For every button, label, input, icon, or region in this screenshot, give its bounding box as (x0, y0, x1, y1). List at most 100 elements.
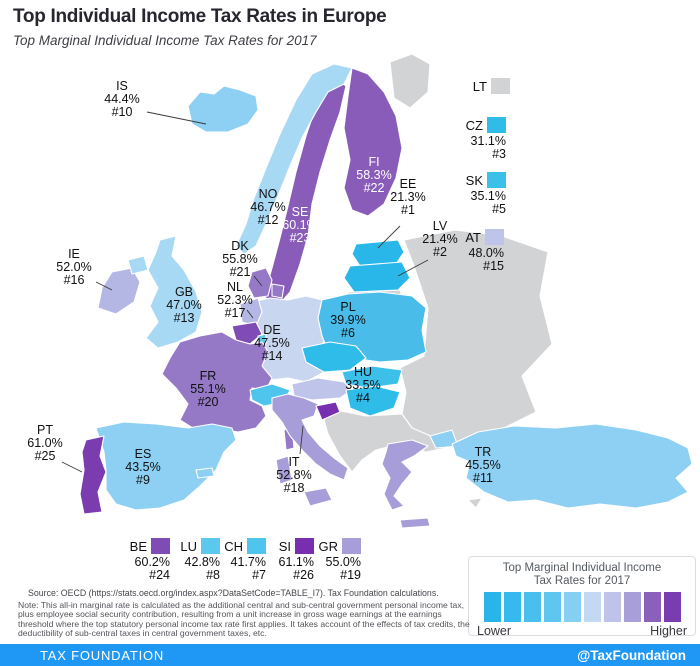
callout-value: 35.1% (470, 189, 506, 203)
map-label-PT: PT 61.0% #25 (27, 423, 63, 463)
legend-box: Top Marginal Individual Income Tax Rates… (468, 556, 696, 638)
callout-BE: BE 60.2% #24 (112, 538, 170, 582)
callout-code: LU (180, 538, 197, 554)
callout-SI: SI 61.1% #26 (256, 538, 314, 582)
callout-value: 41.7% (230, 555, 266, 569)
country-GB-ni[interactable] (127, 255, 149, 275)
country-CZ[interactable] (301, 341, 367, 373)
callout-code: SK (465, 172, 483, 188)
legend-swatch (643, 592, 661, 622)
region-nodata-north-russia (389, 53, 431, 109)
callout-rank: #24 (149, 568, 170, 582)
callout-CZ: CZ 31.1% #3 (448, 117, 506, 161)
map-label-NL: NL 52.3% #17 (217, 280, 253, 320)
country-TR[interactable] (451, 423, 693, 509)
country-GR-crete[interactable] (399, 517, 431, 529)
color-swatch (295, 538, 314, 554)
country-GR[interactable] (381, 439, 429, 511)
country-IT-sicily[interactable] (303, 487, 333, 507)
country-FR[interactable] (161, 331, 273, 433)
map-label-GB: GB 47.0% #13 (166, 285, 202, 325)
callout-value: 42.8% (184, 555, 220, 569)
callout-value: 55.0% (325, 555, 361, 569)
leader-line-DK (253, 275, 263, 287)
legend-swatch (503, 592, 521, 622)
country-FI[interactable] (343, 67, 403, 217)
color-swatch (342, 538, 361, 554)
legend-swatch (483, 592, 501, 622)
legend-higher-label: Higher (650, 624, 687, 638)
callout-LT: LT (452, 78, 510, 96)
callout-rank: #7 (252, 568, 266, 582)
callout-rank: #26 (293, 568, 314, 582)
country-BE[interactable] (231, 321, 263, 345)
callout-rank: #8 (206, 568, 220, 582)
country-NO[interactable] (235, 63, 353, 255)
callout-value: 60.2% (134, 555, 170, 569)
legend-swatch (623, 592, 641, 622)
color-swatch (201, 538, 220, 554)
callout-rank: #15 (483, 259, 504, 273)
legend-swatch (543, 592, 561, 622)
country-ES[interactable] (95, 421, 237, 511)
country-NL[interactable] (239, 297, 263, 327)
footer-bar: TAX FOUNDATION @TaxFoundation (0, 644, 700, 666)
country-SI[interactable] (315, 401, 341, 421)
country-IT[interactable] (271, 393, 349, 481)
legend-title-line2: Tax Rates for 2017 (533, 575, 631, 587)
callout-SK: SK 35.1% #5 (448, 172, 506, 216)
callout-code: CZ (465, 117, 483, 133)
country-DK-island[interactable] (271, 283, 285, 299)
map-label-FI: FI 58.3% #22 (356, 155, 392, 195)
callout-rank: #19 (340, 568, 361, 582)
note-text: Note: This all-in marginal rate is calcu… (18, 600, 470, 639)
legend-swatch (523, 592, 541, 622)
callout-code: SI (278, 538, 291, 554)
map-label-DK: DK 55.8% #21 (222, 239, 258, 279)
legend-swatch (603, 592, 621, 622)
footer-twitter-handle: @TaxFoundation (577, 647, 686, 663)
country-LU[interactable] (257, 333, 267, 345)
callout-code: LT (472, 78, 487, 94)
country-HU[interactable] (345, 385, 401, 417)
map-label-HU: HU 33.5% #4 (345, 365, 381, 405)
country-GB[interactable] (145, 235, 203, 349)
color-swatch (485, 229, 504, 245)
leader-line-PT (61, 461, 83, 473)
map-label-TR: TR 45.5% #11 (465, 445, 501, 485)
page-title: Top Individual Income Tax Rates in Europ… (13, 6, 387, 27)
map-label-IT: IT 52.8% #18 (276, 455, 312, 495)
country-ES-balearics[interactable] (195, 467, 215, 479)
callout-LU: LU 42.8% #8 (162, 538, 220, 582)
region-nodata-cyprus (467, 497, 483, 509)
callout-code: AT (465, 229, 481, 245)
map-label-LV: LV 21.4% #2 (422, 219, 458, 259)
map-label-EE: EE 21.3% #1 (390, 177, 426, 217)
map-label-PL: PL 39.9% #6 (330, 300, 366, 340)
page-subtitle: Top Marginal Individual Income Tax Rates… (13, 33, 317, 48)
leader-line-IT (299, 425, 304, 455)
callout-CH: CH 41.7% #7 (208, 538, 266, 582)
legend-swatch (583, 592, 601, 622)
color-swatch (247, 538, 266, 554)
map-label-NO: NO 46.7% #12 (250, 187, 286, 227)
leader-line-IS (146, 111, 207, 125)
legend-swatch (663, 592, 681, 622)
legend-lower-label: Lower (477, 624, 512, 638)
country-IT-sardinia[interactable] (275, 455, 293, 485)
callout-code: GR (318, 538, 339, 554)
callout-value: 61.1% (278, 555, 314, 569)
country-IS[interactable] (187, 85, 259, 133)
callout-rank: #3 (492, 147, 506, 161)
country-LV[interactable] (343, 261, 411, 293)
callout-code: BE (129, 538, 147, 554)
color-swatch (487, 117, 506, 133)
callout-AT: AT 48.0% #15 (446, 229, 504, 273)
country-PT[interactable] (79, 435, 107, 515)
map-label-SE: SE 60.1% #23 (282, 205, 318, 245)
color-swatch (487, 172, 506, 188)
legend-gradient (469, 592, 695, 622)
country-IE[interactable] (97, 267, 141, 315)
legend-title-line1: Top Marginal Individual Income (502, 562, 662, 574)
